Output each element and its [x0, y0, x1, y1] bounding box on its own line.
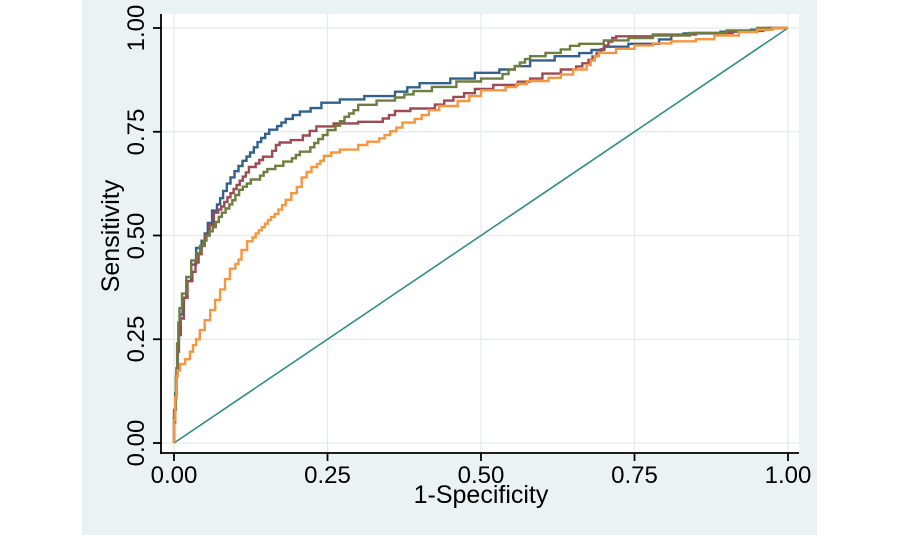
- x-tick-label: 0.75: [611, 462, 658, 489]
- x-axis-title: 1-Specificity: [413, 481, 549, 509]
- y-tick-label: 0.00: [123, 419, 150, 467]
- x-tick-label: 0.50: [457, 462, 505, 489]
- roc-curve-navy-path: [172, 26, 788, 443]
- y-tick-label: 1.00: [123, 4, 150, 52]
- x-tick-label: 1.00: [764, 462, 812, 489]
- x-tick-label: 0.25: [304, 462, 351, 489]
- y-axis-title: Sensitivity: [96, 179, 125, 293]
- y-tick-label: 0.50: [123, 212, 150, 259]
- y-tick-label: 0.75: [123, 108, 150, 156]
- roc-curve-orange-path: [172, 26, 788, 443]
- roc-curve-olive-path: [172, 26, 788, 443]
- x-tick-label: 0.00: [150, 462, 198, 489]
- reference-diagonal-path: [173, 27, 789, 444]
- y-tick-label: 0.25: [123, 315, 150, 363]
